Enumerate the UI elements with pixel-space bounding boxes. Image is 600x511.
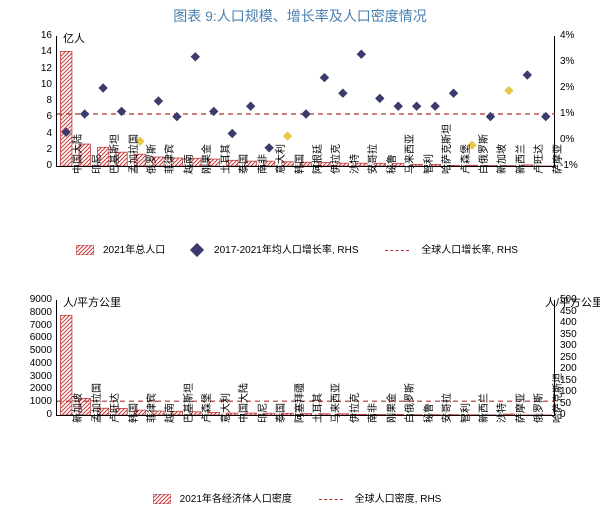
category-label: 伊拉克 (346, 393, 361, 423)
category-label: 中国大陆 (69, 134, 84, 174)
category-label: 哈萨克斯坦 (438, 124, 453, 174)
category-label: 刚果金 (198, 144, 213, 174)
category-label: 越南 (161, 403, 176, 423)
bottom-legend-bars: 2021年各经济体人口密度 (180, 494, 292, 505)
category-label: 沙特 (493, 403, 508, 423)
top-legend: 2021年总人口 2017-2021年均人口增长率, RHS 全球人口增长率, … (0, 241, 600, 256)
category-label: 新加坡 (493, 144, 508, 174)
category-label: 马来西亚 (401, 134, 416, 174)
category-label: 泰国 (272, 403, 287, 423)
swatch-bars-icon (76, 245, 94, 255)
category-label: 萨摩亚 (512, 393, 527, 423)
category-label: 意大利 (217, 393, 232, 423)
category-label: 土耳其 (217, 144, 232, 174)
swatch-bars-icon (153, 494, 171, 504)
category-label: 孟加拉国 (88, 383, 103, 423)
category-label: 新西兰 (512, 144, 527, 174)
category-label: 南非 (254, 154, 269, 174)
category-label: 哈萨克斯坦 (549, 373, 564, 423)
category-label: 俄罗斯 (143, 144, 158, 174)
category-label: 卢森堡 (198, 393, 213, 423)
category-label: 意大利 (272, 144, 287, 174)
category-label: 秘鲁 (420, 403, 435, 423)
swatch-dash-icon (319, 499, 343, 500)
category-label: 阿根廷 (309, 144, 324, 174)
category-label: 中国大陆 (235, 383, 250, 423)
category-label: 巴基斯坦 (106, 134, 121, 174)
category-label: 菲律宾 (161, 144, 176, 174)
category-label: 卢旺达 (106, 393, 121, 423)
category-label: 萨摩亚 (549, 144, 564, 174)
category-label: 卢森堡 (457, 144, 472, 174)
category-label: 伊拉克 (327, 144, 342, 174)
category-label: 新加坡 (69, 393, 84, 423)
top-legend-diamonds: 2017-2021年均人口增长率, RHS (214, 245, 359, 256)
top-legend-bars: 2021年总人口 (103, 245, 165, 256)
bottom-legend: 2021年各经济体人口密度 全球人口密度, RHS (0, 490, 600, 505)
category-label: 白俄罗斯 (475, 134, 490, 174)
category-label: 土耳其 (309, 393, 324, 423)
category-label: 智利 (457, 403, 472, 423)
category-label: 马来西亚 (327, 383, 342, 423)
category-label: 越南 (180, 154, 195, 174)
category-label: 韩国 (125, 403, 140, 423)
top-legend-dashed: 全球人口增长率, RHS (421, 245, 518, 256)
category-label: 印尼 (254, 403, 269, 423)
swatch-diamond-icon (190, 243, 204, 257)
category-label: 泰国 (235, 154, 250, 174)
category-label: 菲律宾 (143, 393, 158, 423)
bottom-legend-dashed: 全球人口密度, RHS (355, 494, 442, 505)
category-label: 印尼 (88, 154, 103, 174)
category-label: 白俄罗斯 (401, 383, 416, 423)
category-label: 安哥拉 (364, 144, 379, 174)
category-label: 韩国 (291, 154, 306, 174)
category-label: 南非 (364, 403, 379, 423)
category-label: 卢旺达 (530, 144, 545, 174)
category-label: 巴基斯坦 (180, 383, 195, 423)
category-label: 刚果金 (383, 393, 398, 423)
category-label: 沙特 (346, 154, 361, 174)
category-label: 阿塞拜疆 (291, 383, 306, 423)
category-label: 孟加拉国 (125, 134, 140, 174)
category-label: 安哥拉 (438, 393, 453, 423)
category-label: 智利 (420, 154, 435, 174)
figure-title: 图表 9:人口规模、增长率及人口密度情况 (0, 6, 600, 26)
category-label: 秘鲁 (383, 154, 398, 174)
swatch-dash-icon (385, 250, 409, 251)
category-label: 俄罗斯 (530, 393, 545, 423)
category-label: 新西兰 (475, 393, 490, 423)
